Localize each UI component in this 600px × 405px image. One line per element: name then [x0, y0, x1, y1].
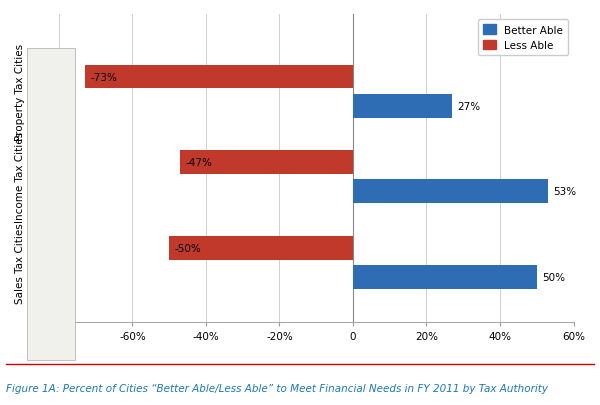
Bar	[169, 236, 353, 260]
Text: -73%: -73%	[90, 72, 117, 82]
Text: -47%: -47%	[186, 158, 212, 168]
Text: 50%: 50%	[542, 272, 565, 282]
Text: Figure 1A: Percent of Cities “Better Able/Less Able” to Meet Financial Needs in : Figure 1A: Percent of Cities “Better Abl…	[6, 383, 548, 393]
Bar	[85, 65, 353, 89]
Legend: Better Able, Less Able: Better Able, Less Able	[478, 20, 568, 56]
Bar	[353, 94, 452, 118]
Text: -50%: -50%	[175, 243, 202, 253]
Text: 27%: 27%	[458, 101, 481, 111]
Text: 53%: 53%	[553, 187, 577, 197]
Bar	[353, 180, 548, 204]
Bar	[353, 265, 537, 289]
Bar	[180, 151, 353, 175]
